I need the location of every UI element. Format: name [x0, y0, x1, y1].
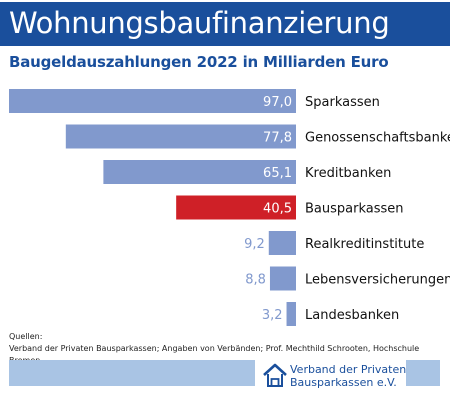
- category-label-kreditbanken: Kreditbanken: [305, 166, 391, 181]
- bar-landesbanken: [286, 302, 296, 326]
- bar-realkreditinstitute: [268, 231, 296, 255]
- logo-line-2: Bausparkassen e.V.: [290, 376, 397, 389]
- bar-kreditbanken: [103, 160, 296, 184]
- chart-subtitle: Baugeldauszahlungen 2022 in Milliarden E…: [9, 53, 389, 71]
- sources-heading: Quellen:: [9, 332, 43, 341]
- bar-chart: 97,0 Sparkassen 77,8 Genossenschaftsbanken 6…: [9, 89, 450, 326]
- bar-sparkassen: [9, 89, 296, 113]
- logo-line-1: Verband der Privaten: [290, 363, 407, 376]
- value-label-sparkassen: 97,0: [263, 95, 292, 110]
- category-label-genossenschaftsbanken: Genossenschaftsbanken: [305, 131, 450, 146]
- value-label-genossenschaftsbanken: 77,8: [263, 131, 292, 146]
- value-label-bausparkassen: 40,5: [263, 202, 292, 217]
- category-label-lebensversicherungen: Lebensversicherungen: [305, 273, 450, 288]
- house-icon: [263, 363, 287, 387]
- bar-bausparkassen: [176, 195, 296, 220]
- bar-lebensversicherungen: [269, 266, 296, 291]
- title-bar: Wohnungsbaufinanzierung: [0, 2, 450, 46]
- category-label-landesbanken: Landesbanken: [305, 308, 399, 323]
- category-label-sparkassen: Sparkassen: [305, 95, 380, 110]
- value-label-lebensversicherungen: 8,8: [245, 273, 266, 288]
- value-label-realkreditinstitute: 9,2: [244, 237, 265, 252]
- bar-genossenschaftsbanken: [65, 124, 296, 149]
- chart-title: Wohnungsbaufinanzierung: [9, 6, 390, 40]
- value-label-kreditbanken: 65,1: [263, 166, 292, 181]
- category-label-bausparkassen: Bausparkassen: [305, 202, 404, 217]
- vdpb-logo: Verband der Privaten Bausparkassen e.V.: [259, 357, 407, 391]
- category-label-realkreditinstitute: Realkreditinstitute: [305, 237, 424, 252]
- value-label-landesbanken: 3,2: [262, 308, 283, 323]
- footer-bar-left: [9, 360, 255, 386]
- footer-bar-right: [406, 360, 440, 386]
